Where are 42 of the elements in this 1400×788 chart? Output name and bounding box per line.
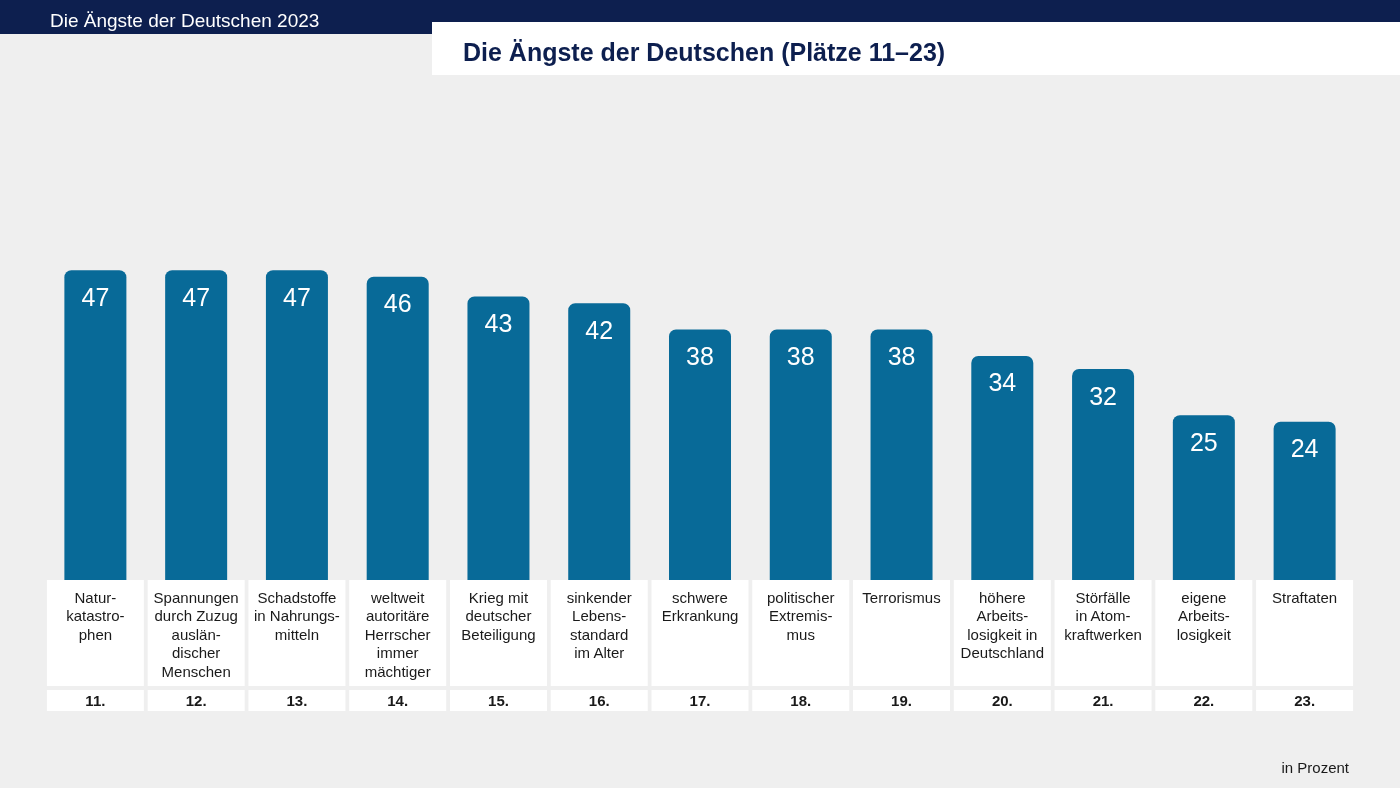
chart-subtitle: Die Ängste der Deutschen (Plätze 11–23) [463,37,946,66]
x-tick-label: Natur- katastro- phen [66,588,125,643]
data-label: 32 [1089,381,1117,410]
text: 21. [1092,692,1114,709]
text: 23. [1294,692,1316,709]
data-label: 38 [887,342,916,371]
x-tick-label: eigene Arbeits- losigkeit [1176,588,1232,643]
x-tick-label: Schadstoffe in Nahrungs- mitteln [253,588,340,643]
data-label: 25 [1189,427,1218,456]
x-tick-label: schwere Erkrankung [661,588,739,625]
data-label: 47 [182,282,211,311]
text: 15. [488,692,509,709]
text: 18. [790,692,812,709]
data-label: 46 [383,289,412,318]
text: 16. [588,692,610,709]
x-tick-label: weltweit autoritäre Herrscher immer mächtiger [364,588,431,680]
data-label: 47 [81,282,110,311]
data-label: 43 [484,309,513,338]
x-tick-label: Spannungen durch Zuzug auslän- discher Menschen [153,588,239,680]
data-label: 34 [988,368,1017,397]
text: in Prozent [1281,759,1350,776]
text: 12. [185,692,207,709]
x-tick-label: Straftaten [1272,588,1338,606]
x-tick-label: Störfälle in Atom- kraftwerken [1064,588,1142,643]
x-tick-label: Krieg mit deutscher Beteiligung [461,588,536,643]
data-label: 38 [686,342,714,371]
data-label: 38 [786,342,815,371]
x-tick-label: politischer Extremis- mus [767,588,835,643]
chart-title: Die Ängste der Deutschen 2023 [50,10,320,31]
text: 17. [689,692,711,709]
x-tick-label: Terrorismus [862,588,941,606]
x-tick-label: höhere Arbeits- losigkeit in Deutschland [960,588,1044,662]
text: 20. [991,692,1013,709]
data-label: 47 [283,282,311,311]
text: 14. [387,692,409,709]
data-label: 24 [1290,434,1319,463]
text: 22. [1193,692,1215,709]
x-tick-label: sinkender Lebens- standard im Alter [566,588,632,662]
data-label: 42 [585,315,614,344]
text: 13. [286,692,308,709]
text: 19. [891,692,912,709]
text: 11. [85,692,106,709]
